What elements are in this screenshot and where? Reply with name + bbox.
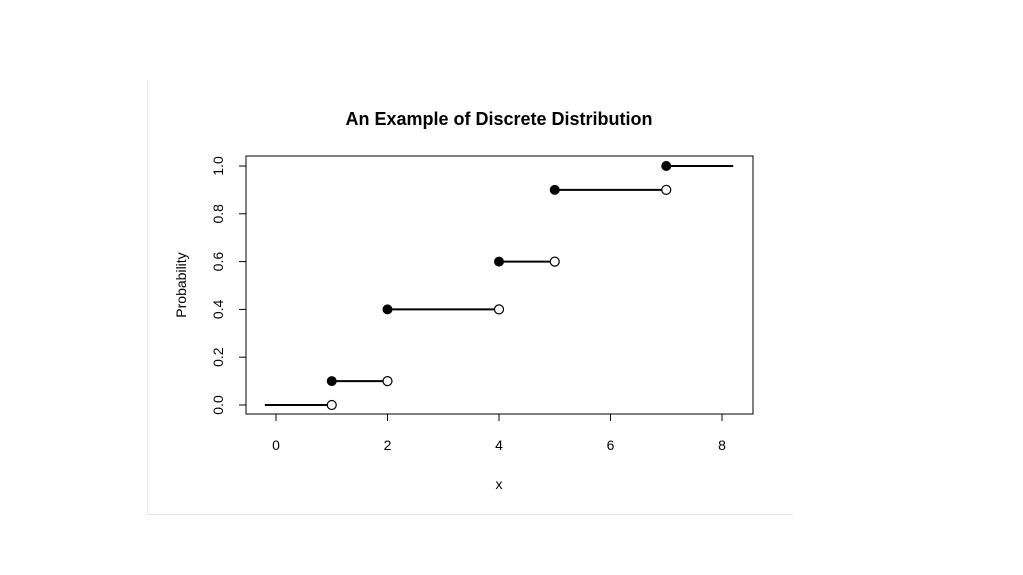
- open-point: [326, 399, 337, 411]
- y-tick-label: 0.6: [210, 252, 226, 272]
- x-axis: 0 2 4 6 8: [272, 413, 726, 453]
- y-tick-label: 0.0: [210, 395, 226, 415]
- open-point: [493, 304, 505, 315]
- x-tick-label: 4: [495, 437, 503, 453]
- closed-point: [549, 184, 560, 195]
- open-point: [549, 256, 560, 267]
- closed-point: [382, 304, 393, 315]
- step-segments: [264, 161, 734, 411]
- open-point: [661, 184, 672, 195]
- x-tick-label: 2: [384, 437, 392, 453]
- x-tick-label: 0: [272, 437, 280, 453]
- y-tick-label: 0.4: [210, 299, 226, 319]
- chart-panel: [147, 80, 793, 515]
- x-tick-label: 8: [718, 437, 726, 453]
- y-tick-label: 0.8: [210, 204, 226, 224]
- y-axis: 0.0 0.2 0.4 0.6 0.8 1.0: [210, 156, 247, 415]
- closed-point: [661, 161, 672, 171]
- closed-point: [494, 256, 504, 267]
- chart-title: An Example of Discrete Distribution: [345, 109, 652, 129]
- y-tick-label: 0.2: [210, 347, 226, 367]
- closed-point: [326, 376, 337, 387]
- x-axis-label: x: [496, 476, 503, 492]
- open-point: [382, 376, 393, 387]
- y-tick-label: 1.0: [210, 156, 226, 176]
- x-tick-label: 6: [607, 437, 615, 453]
- plot-frame: [245, 155, 754, 415]
- y-axis-label: Probability: [173, 252, 189, 317]
